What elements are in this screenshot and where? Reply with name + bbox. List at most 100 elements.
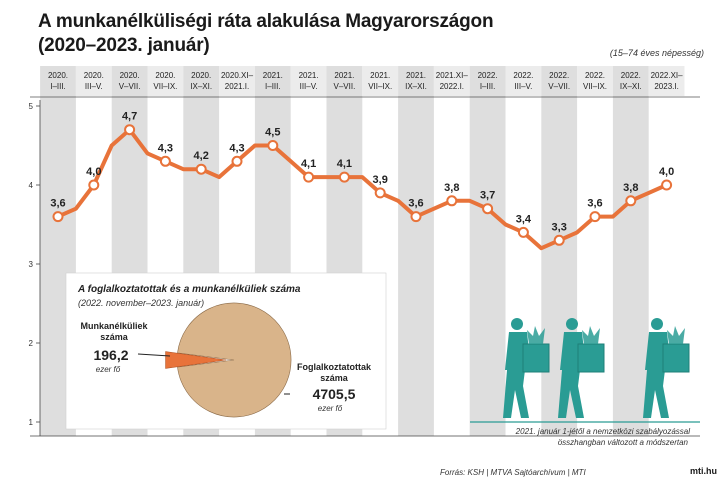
- category-header-bg: [505, 66, 542, 96]
- data-point: [195, 163, 207, 175]
- mti-logo: mti.hu: [690, 466, 717, 476]
- data-point: [338, 171, 350, 183]
- category-label-line-1: 2020.: [120, 71, 140, 80]
- data-label: 4,7: [122, 111, 137, 123]
- data-point: [124, 124, 136, 136]
- category-label-line-2: V–VII.: [548, 82, 570, 91]
- unemployed-label-1: Munkanélküliek: [80, 321, 148, 331]
- unemployed-pointer: [137, 353, 171, 357]
- data-label: 4,3: [158, 142, 173, 154]
- y-tick-label: 2: [29, 339, 34, 348]
- category-label-line-1: 2020.: [191, 71, 211, 80]
- category-label-line-2: IX–XI.: [190, 82, 212, 91]
- unemployed-label-2: száma: [100, 332, 129, 342]
- category-header-bg: [433, 66, 470, 96]
- person-carrying-box-icon: [643, 318, 690, 418]
- population-note: (15–74 éves népesség): [609, 48, 704, 58]
- y-tick-label: 4: [29, 181, 34, 190]
- data-point: [52, 211, 64, 223]
- category-label-line-2: V–VII.: [334, 82, 356, 91]
- category-label-line-2: I–III.: [265, 82, 281, 91]
- inset-title: A foglalkoztatottak és a munkanélküliek …: [77, 284, 301, 295]
- y-tick-label: 5: [29, 102, 34, 111]
- category-label-line-1: 2020.: [155, 71, 175, 80]
- y-tick-label: 1: [29, 418, 34, 427]
- category-header-bg: [648, 66, 685, 96]
- category-label-line-1: 2020.XI–: [221, 71, 254, 80]
- data-label: 3,6: [587, 198, 602, 210]
- data-point: [589, 211, 601, 223]
- chart-title: A munkanélküliségi ráta alakulása Magyar…: [38, 10, 494, 58]
- category-label-line-2: I–III.: [480, 82, 496, 91]
- data-label: 3,6: [50, 198, 65, 210]
- data-point: [159, 155, 171, 167]
- data-point: [661, 179, 673, 191]
- category-label-line-1: 2021.: [370, 71, 390, 80]
- category-label-line-1: 2021.: [299, 71, 319, 80]
- category-label-line-1: 2021.: [263, 71, 283, 80]
- data-label: 3,3: [552, 221, 567, 233]
- data-point: [231, 155, 243, 167]
- category-header-bg: [219, 66, 255, 96]
- category-band: [469, 66, 506, 436]
- footnote-line-2: összhangban változott a módszertan: [558, 438, 689, 447]
- data-label: 4,0: [659, 166, 674, 178]
- source-line: Forrás: KSH | MTVA Sajtóarchívum | MTI: [440, 468, 586, 477]
- category-header-bg: [362, 66, 399, 96]
- category-label-line-1: 2022.: [513, 71, 533, 80]
- employed-value: 4705,5: [313, 386, 356, 402]
- category-label-line-1: 2021.: [334, 71, 354, 80]
- category-label-line-2: III–V.: [85, 82, 103, 91]
- category-label-line-1: 2020.: [84, 71, 104, 80]
- category-header-bg: [75, 66, 112, 96]
- unemployed-unit: ezer fő: [96, 365, 121, 374]
- category-label-line-1: 2021.XI–: [436, 71, 469, 80]
- data-label: 3,7: [480, 190, 495, 202]
- series-line: [56, 127, 669, 251]
- category-label-line-2: III–V.: [514, 82, 532, 91]
- category-label-line-2: I–III.: [50, 82, 66, 91]
- data-label: 3,8: [444, 182, 459, 194]
- data-point: [303, 171, 315, 183]
- pie-slice-unemployed: [165, 351, 227, 369]
- category-label-line-2: 2022.I.: [440, 82, 464, 91]
- data-point: [517, 226, 529, 238]
- category-header-bg: [290, 66, 327, 96]
- pie-slice-employed: [177, 302, 292, 418]
- category-label-line-1: 2022.: [478, 71, 498, 80]
- category-label-line-1: 2022.: [621, 71, 641, 80]
- y-tick-label: 3: [29, 260, 34, 269]
- data-label: 4,3: [229, 142, 244, 154]
- employed-unit: ezer fő: [318, 404, 343, 413]
- footnote-line-1: 2021. január 1-jétől a nemzetközi szabál…: [515, 427, 691, 436]
- data-label: 4,5: [265, 127, 280, 139]
- data-label: 4,0: [86, 166, 101, 178]
- data-label: 3,8: [623, 182, 638, 194]
- employed-label-2: száma: [320, 373, 349, 383]
- unemployed-value: 196,2: [93, 347, 128, 363]
- employed-label-1: Foglalkoztatottak: [297, 362, 372, 372]
- title-line-1: A munkanélküliségi ráta alakulása Magyar…: [38, 11, 494, 32]
- data-label: 4,1: [301, 158, 316, 170]
- category-label-line-2: IX–XI.: [620, 82, 642, 91]
- category-label-line-2: VII–IX.: [368, 82, 392, 91]
- category-label-line-2: 2021.I.: [225, 82, 249, 91]
- data-point: [267, 140, 279, 151]
- category-label-line-2: 2023.I.: [654, 82, 678, 91]
- data-point: [446, 195, 458, 207]
- data-point: [553, 234, 565, 246]
- data-point: [374, 187, 386, 199]
- inset-subtitle: (2022. november–2023. január): [78, 298, 204, 308]
- category-header-bg: [147, 66, 184, 96]
- data-label: 3,4: [516, 213, 532, 225]
- person-carrying-box-icon: [503, 318, 550, 418]
- data-label: 4,1: [337, 158, 352, 170]
- data-label: 3,6: [408, 198, 423, 210]
- person-carrying-box-icon: [558, 318, 605, 418]
- category-label-line-2: V–VII.: [119, 82, 141, 91]
- category-band: [612, 66, 649, 436]
- data-point: [482, 203, 494, 215]
- category-label-line-2: VII–IX.: [153, 82, 177, 91]
- category-label-line-1: 2022.: [585, 71, 605, 80]
